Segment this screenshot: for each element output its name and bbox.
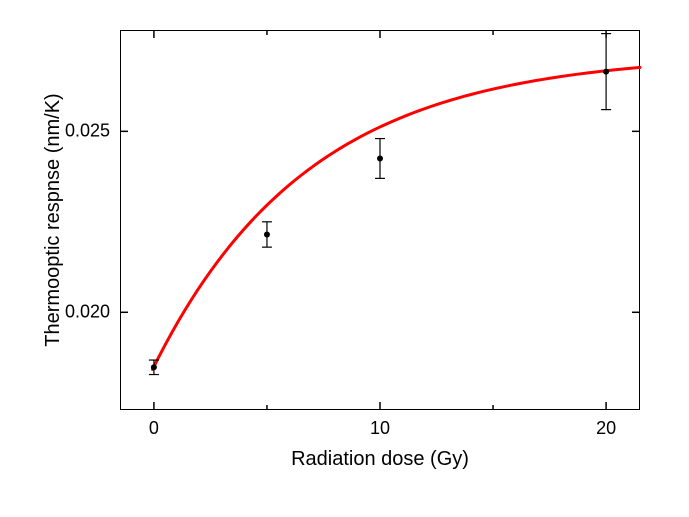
data-point xyxy=(264,231,270,237)
y-tick-label: 0.020 xyxy=(65,302,110,323)
y-axis-label: Thermooptic respnse (nm/K) xyxy=(42,80,65,360)
x-tick-label: 20 xyxy=(596,418,616,439)
data-point xyxy=(603,69,609,75)
y-tick-label: 0.025 xyxy=(65,121,110,142)
fit-curve xyxy=(153,67,641,369)
x-tick-label: 10 xyxy=(370,418,390,439)
plot-svg xyxy=(120,30,640,410)
x-axis-label: Radiation dose (Gy) xyxy=(280,448,480,471)
data-point xyxy=(151,364,157,370)
data-point xyxy=(377,155,383,161)
chart-container: Thermooptic respnse (nm/K) Radiation dos… xyxy=(0,0,689,517)
x-tick-label: 0 xyxy=(149,418,159,439)
